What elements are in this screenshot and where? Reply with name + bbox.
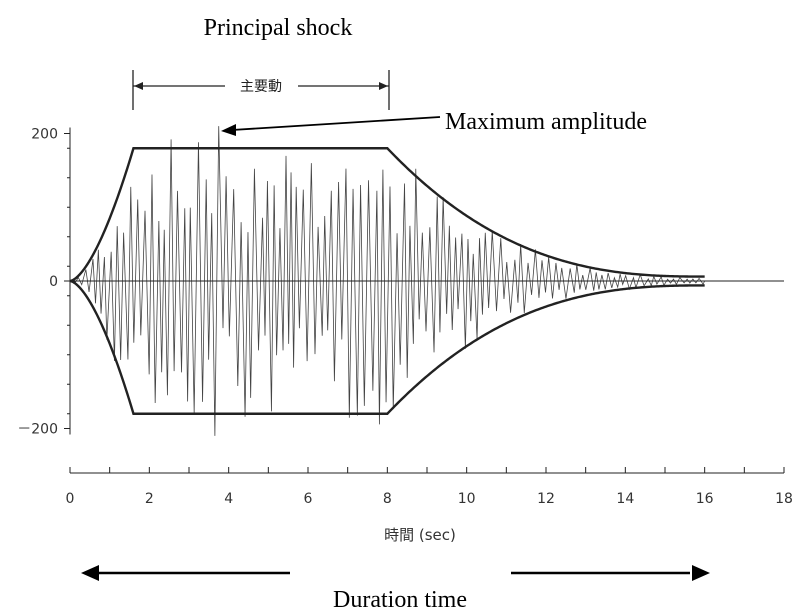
bracket-right-arrowhead [379, 82, 388, 90]
duration-left-arrowhead [81, 565, 99, 581]
x-axis: 0 2 4 6 8 10 12 14 16 18 [66, 467, 793, 507]
duration-arrow [81, 565, 710, 581]
upper-envelope [69, 147, 705, 283]
lower-envelope [69, 279, 705, 415]
y-axis: 200 0 －200 [17, 127, 71, 438]
y-tick-label: 0 [49, 274, 58, 290]
max-amplitude-label: Maximum amplitude [445, 109, 647, 135]
y-tick-label: 200 [31, 127, 58, 143]
x-tick-label: 12 [537, 491, 555, 507]
duration-right-arrowhead [692, 565, 710, 581]
x-tick-label: 0 [66, 491, 75, 507]
x-tick-label: 2 [145, 491, 154, 507]
x-tick-label: 4 [224, 491, 233, 507]
x-tick-label: 14 [616, 491, 634, 507]
x-tick-label: 10 [458, 491, 476, 507]
max-amplitude-arrowhead [221, 124, 236, 136]
principal-shock-label: Principal shock [204, 15, 353, 41]
bracket-label: 主要動 [240, 79, 282, 95]
max-amplitude-arrow-line [231, 116, 441, 131]
principal-motion-bracket: 主要動 [132, 70, 390, 110]
duration-label: Duration time [333, 587, 467, 613]
x-tick-label: 18 [775, 491, 793, 507]
x-tick-label: 6 [304, 491, 313, 507]
accelerogram-trace [69, 126, 706, 436]
x-tick-label: 16 [696, 491, 714, 507]
y-tick-label: －200 [17, 422, 58, 438]
x-axis-label: 時間 (sec) [384, 526, 456, 544]
bracket-left-arrowhead [134, 82, 143, 90]
x-tick-label: 8 [383, 491, 392, 507]
